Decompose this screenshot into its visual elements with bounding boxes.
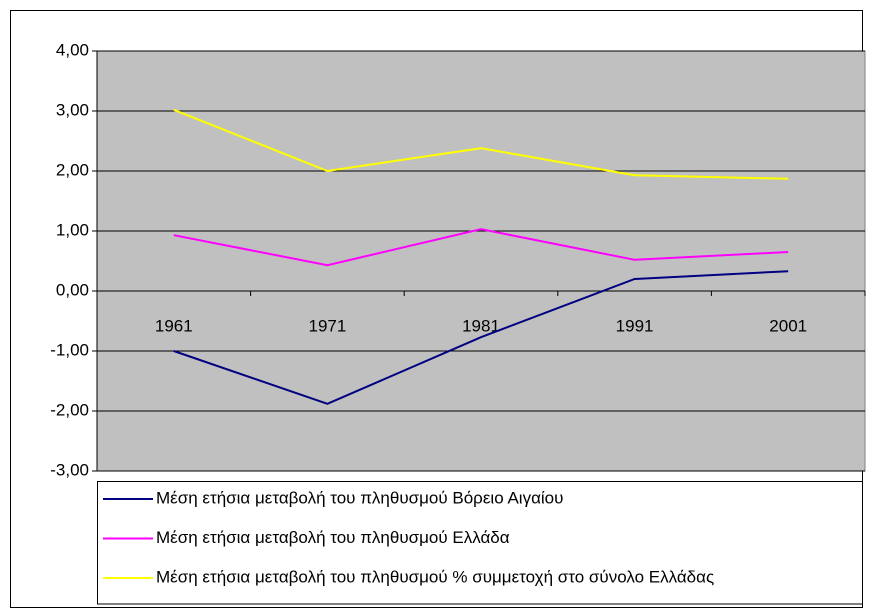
- legend-label: Μέση ετήσια μεταβολή του πληθυσμού Ελλάδ…: [156, 528, 510, 547]
- x-tick-label: 1991: [616, 316, 654, 335]
- x-tick-label: 1971: [308, 316, 346, 335]
- y-tick-label: 4,00: [56, 40, 89, 59]
- y-tick-label: -1,00: [50, 340, 89, 359]
- legend-label: Μέση ετήσια μεταβολή του πληθυσμού Βόρει…: [156, 488, 563, 507]
- x-tick-label: 1961: [155, 316, 193, 335]
- y-tick-label: -2,00: [50, 400, 89, 419]
- y-tick-label: -3,00: [50, 460, 89, 479]
- x-tick-label: 1981: [462, 316, 500, 335]
- y-tick-label: 2,00: [56, 160, 89, 179]
- series-line: [173, 270, 789, 405]
- y-tick-label: 0,00: [56, 280, 89, 299]
- plot-area: [96, 50, 866, 472]
- series-line: [173, 108, 789, 180]
- y-tick-label: 3,00: [56, 100, 89, 119]
- x-tick-label: 2001: [769, 316, 807, 335]
- legend-label: Μέση ετήσια μεταβολή του πληθυσμού % συμ…: [156, 567, 714, 586]
- series-line: [173, 228, 789, 267]
- y-tick-label: 1,00: [56, 220, 89, 239]
- legend: [97, 481, 863, 605]
